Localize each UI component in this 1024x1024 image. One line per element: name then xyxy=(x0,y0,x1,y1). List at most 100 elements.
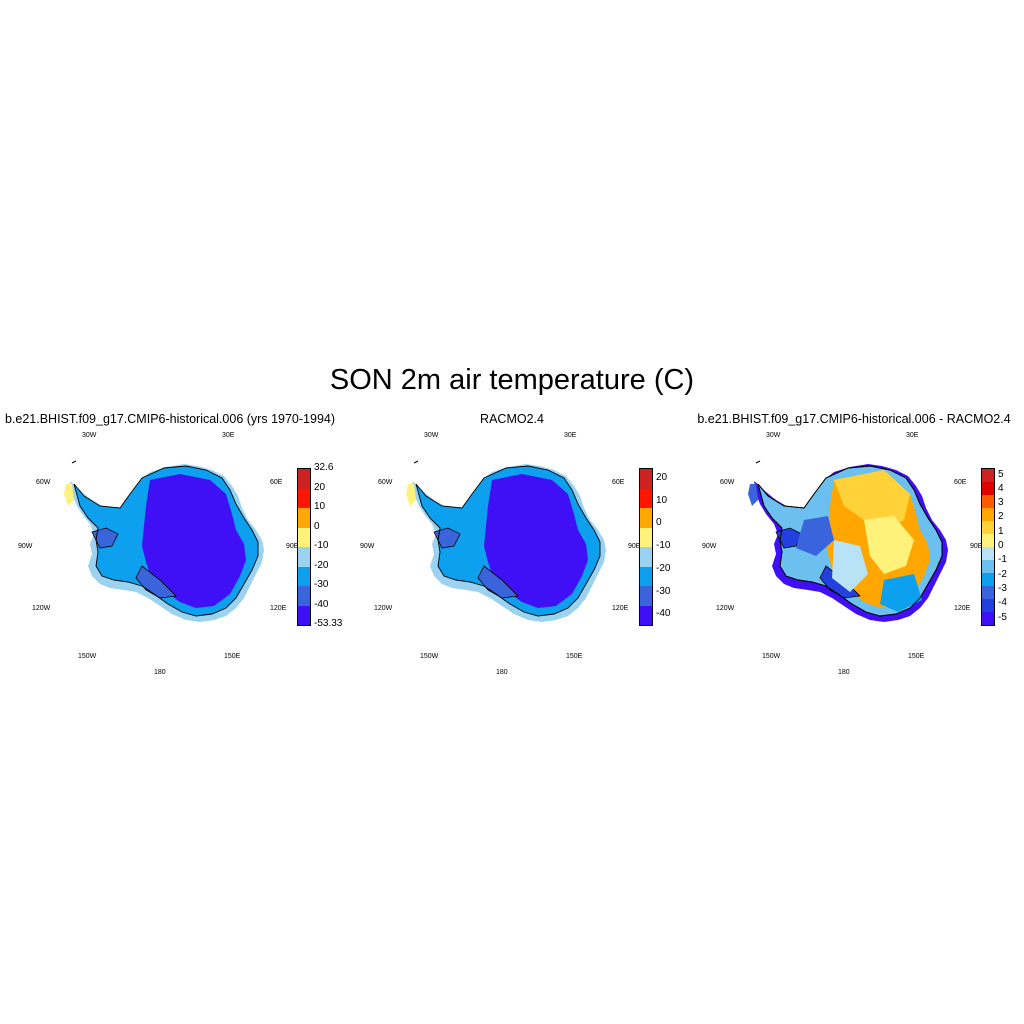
colorbar-segment xyxy=(982,612,994,625)
colorbar-tick-label: -4 xyxy=(998,597,1007,609)
longitude-label: 30W xyxy=(424,432,439,439)
colorbar-tick-label: 10 xyxy=(314,501,326,512)
colorbar-segment xyxy=(982,482,994,495)
colorbar-segment xyxy=(640,527,652,547)
longitude-label: 180 xyxy=(496,669,508,676)
colorbar-tick-label: -2 xyxy=(998,568,1007,580)
longitude-label: 90W xyxy=(360,543,375,550)
longitude-label: 150W xyxy=(762,653,781,660)
colorbar-tick-label: -40 xyxy=(656,608,671,620)
map-tick xyxy=(755,460,761,464)
colorbar-tick-label: -30 xyxy=(656,585,671,597)
plateau-field xyxy=(142,474,246,608)
longitude-label: 30W xyxy=(82,432,97,439)
longitude-label: 120E xyxy=(612,605,629,612)
longitude-label: 90E xyxy=(286,543,299,550)
longitude-label: 120E xyxy=(954,605,971,612)
colorbar-tick-label: 1 xyxy=(998,525,1004,537)
panel-difference: b.e21.BHIST.f09_g17.CMIP6-historical.006… xyxy=(684,410,1024,680)
panel-title: b.e21.BHIST.f09_g17.CMIP6-historical.006… xyxy=(4,412,336,426)
colorbar-segment xyxy=(640,605,652,625)
colorbar-segment xyxy=(982,521,994,534)
colorbar xyxy=(981,468,995,626)
longitude-label: 120W xyxy=(32,605,51,612)
colorbar-tick-label: -5 xyxy=(998,611,1007,623)
colorbar-segment xyxy=(982,586,994,599)
colorbar-segment xyxy=(640,488,652,508)
plateau-field xyxy=(484,474,588,608)
colorbar-segment xyxy=(640,547,652,567)
longitude-label: 150W xyxy=(78,653,97,660)
colorbar-segment xyxy=(298,605,310,625)
antarctic-map xyxy=(64,460,264,622)
anomaly-region xyxy=(880,574,922,612)
longitude-label: 90E xyxy=(628,543,641,550)
colorbar-segment xyxy=(982,573,994,586)
longitude-label: 90W xyxy=(18,543,33,550)
colorbar-segment xyxy=(982,547,994,560)
antarctic-map xyxy=(748,460,948,622)
panel-racmo-climatology: RACMO2.4 30W 30E 60W 60E 90W 90E 120W 120E 150W 1… xyxy=(342,410,682,680)
colorbar-tick-label: 2 xyxy=(998,511,1004,523)
longitude-label: 60W xyxy=(720,479,735,486)
longitude-label: 30E xyxy=(222,432,235,439)
longitude-label: 150E xyxy=(224,653,241,660)
longitude-label: 90E xyxy=(970,543,983,550)
peninsula-tip xyxy=(748,484,758,506)
longitude-label: 30W xyxy=(766,432,781,439)
colorbar-tick-label: 20 xyxy=(314,481,326,493)
colorbar-tick-label: 0 xyxy=(998,540,1004,551)
colorbar-segment xyxy=(298,566,310,586)
longitude-label: 60E xyxy=(954,479,967,486)
colorbar-segment xyxy=(982,508,994,521)
colorbar-segment xyxy=(298,527,310,547)
colorbar-segment xyxy=(982,534,994,547)
colorbar-segment xyxy=(640,586,652,606)
coastline xyxy=(757,465,943,617)
colorbar-tick-label: -40 xyxy=(314,598,329,610)
colorbar-tick-label: -10 xyxy=(314,540,329,551)
colorbar-tick-label: 20 xyxy=(656,471,668,483)
colorbar-tick-label: -53.33 xyxy=(314,618,343,629)
longitude-label: 60E xyxy=(270,479,283,486)
longitude-label: 60W xyxy=(378,479,393,486)
anomaly-region xyxy=(834,470,910,530)
longitude-label: 30E xyxy=(906,432,919,439)
coastline xyxy=(415,465,601,617)
colorbar-segment xyxy=(982,469,994,482)
colorbar-tick-label: 3 xyxy=(998,497,1004,509)
ronne-ice-shelf xyxy=(433,527,461,549)
colorbar-tick-label: -3 xyxy=(998,582,1007,594)
longitude-label: 60W xyxy=(36,479,51,486)
colorbar xyxy=(639,468,653,626)
colorbar-segment xyxy=(982,560,994,573)
map-tick xyxy=(71,460,77,464)
colorbar-tick-label: 0 xyxy=(314,520,320,532)
colorbar-tick-label: 5 xyxy=(998,468,1004,480)
coastline xyxy=(73,465,259,617)
colorbar-tick-label: 4 xyxy=(998,482,1004,494)
colorbar-segment xyxy=(640,566,652,586)
antarctic-map xyxy=(406,460,606,622)
figure-title: SON 2m air temperature (C) xyxy=(329,364,695,396)
colorbar-tick-label: -20 xyxy=(656,562,671,574)
longitude-label: 150W xyxy=(420,653,439,660)
colorbar-tick-label: -1 xyxy=(998,554,1007,566)
colorbar-tick-label: 32.6 xyxy=(314,462,334,473)
longitude-label: 150E xyxy=(566,653,583,660)
longitude-label: 150E xyxy=(908,653,925,660)
colorbar-tick-label: -30 xyxy=(314,579,329,590)
ronne-ice-shelf xyxy=(91,527,119,549)
colorbar-tick-label: -20 xyxy=(314,559,329,571)
colorbar xyxy=(297,468,311,626)
colorbar-tick-label: 0 xyxy=(656,517,662,529)
colorbar-segment xyxy=(982,599,994,612)
colorbar-segment xyxy=(982,495,994,508)
peninsula-tip xyxy=(406,484,416,506)
colorbar-tick-label: -10 xyxy=(656,540,671,551)
panel-title: b.e21.BHIST.f09_g17.CMIP6-historical.006… xyxy=(697,412,1011,426)
peninsula-tip xyxy=(64,484,74,506)
map-tick xyxy=(413,460,419,464)
longitude-label: 120W xyxy=(716,605,735,612)
